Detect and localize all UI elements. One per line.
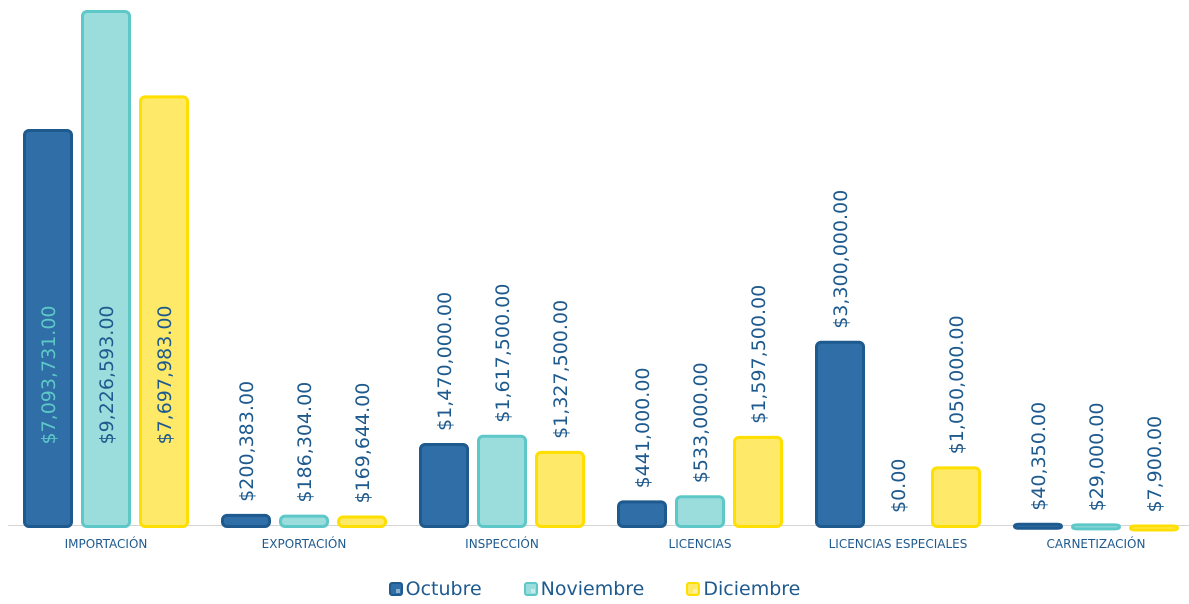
- data-label: $9,226,593.00: [96, 305, 118, 444]
- data-label: $1,327,500.00: [550, 300, 572, 439]
- data-label: $40,350.00: [1028, 402, 1050, 511]
- bar: [931, 466, 981, 529]
- bar: [1013, 522, 1063, 530]
- bar: [337, 515, 387, 529]
- data-label: $7,697,983.00: [154, 305, 176, 444]
- data-label: $7,093,731.00: [38, 305, 60, 444]
- data-label: $29,000.00: [1086, 403, 1108, 512]
- data-label: $169,644.00: [352, 383, 374, 504]
- bar: [1129, 524, 1179, 532]
- x-tick-label: EXPORTACIÓN: [262, 536, 347, 551]
- bar: [617, 500, 667, 528]
- legend-item-noviembre[interactable]: Noviembre: [523, 578, 645, 600]
- bar: [221, 513, 271, 529]
- bar: [279, 514, 329, 528]
- legend-label-octubre: Octubre: [405, 578, 482, 600]
- data-label: $200,383.00: [236, 381, 258, 502]
- data-label: $533,000.00: [690, 362, 712, 483]
- bar: [535, 450, 585, 529]
- legend-swatch-octubre: [388, 582, 403, 596]
- data-label: $3,300,000.00: [830, 190, 852, 329]
- data-label: $1,597,500.00: [748, 285, 770, 424]
- bar: [675, 495, 725, 528]
- chart: $7,093,731.00 $9,226,593.00 $7,697,983.00 I…: [8, 10, 1189, 551]
- bar: [477, 434, 527, 528]
- legend-swatch-noviembre: [523, 582, 538, 596]
- legend-swatch-diciembre: [686, 582, 701, 596]
- legend-item-diciembre[interactable]: Diciembre: [686, 578, 800, 600]
- legend-item-octubre[interactable]: Octubre: [388, 578, 482, 600]
- x-tick-label: INSPECCIÓN: [465, 536, 539, 551]
- data-label: $1,470,000.00: [434, 292, 456, 431]
- bar: [139, 95, 189, 529]
- bar: [733, 435, 783, 528]
- data-label: $1,617,500.00: [492, 284, 514, 423]
- legend-label-diciembre: Diciembre: [703, 578, 801, 600]
- x-tick-label: LICENCIAS: [669, 537, 732, 551]
- data-label: $1,050,000.00: [946, 315, 968, 454]
- x-tick-label: IMPORTACIÓN: [65, 536, 148, 551]
- data-label: $7,900.00: [1144, 416, 1166, 513]
- data-label: $186,304.00: [294, 382, 316, 503]
- data-label: $0.00: [888, 459, 910, 513]
- bar: [81, 10, 131, 528]
- x-tick-label: LICENCIAS ESPECIALES: [829, 537, 968, 551]
- bar: [815, 340, 865, 528]
- data-label: $441,000.00: [632, 368, 654, 489]
- legend: Octubre Noviembre Diciembre: [0, 574, 1189, 604]
- legend-label-noviembre: Noviembre: [540, 578, 645, 600]
- bar: [23, 129, 73, 529]
- bar: [1071, 523, 1121, 531]
- x-tick-label: CARNETIZACIÓN: [1047, 536, 1146, 551]
- bar: [419, 442, 469, 528]
